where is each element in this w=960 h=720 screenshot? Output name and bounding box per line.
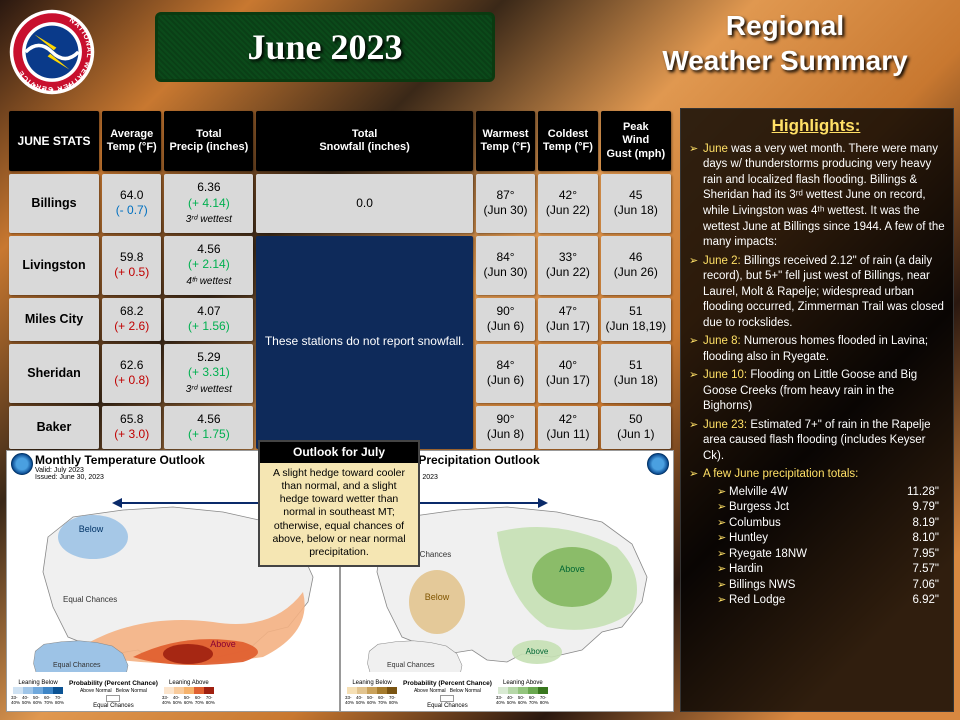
wind-cell: 51(Jun 18) [601, 344, 671, 403]
col-header: AverageTemp (°F) [102, 111, 161, 171]
precip-total-item: Red Lodge6.92" [705, 593, 945, 609]
arrow-icon [420, 502, 540, 504]
june-stats-table: JUNE STATSAverageTemp (°F)TotalPrecip (i… [6, 108, 674, 452]
city-name: Baker [9, 406, 99, 449]
precip-total-item: Huntley8.10" [705, 531, 945, 547]
cold-cell: 40°(Jun 17) [538, 344, 597, 403]
wind-cell: 50(Jun 1) [601, 406, 671, 449]
warm-cell: 84°(Jun 6) [476, 344, 535, 403]
city-name: Miles City [9, 298, 99, 341]
table-corner: JUNE STATS [9, 111, 99, 171]
highlights-panel: Highlights: June was a very wet month. T… [680, 108, 954, 712]
wind-cell: 45(Jun 18) [601, 174, 671, 233]
month-title-banner: June 2023 [155, 12, 495, 82]
cold-cell: 42°(Jun 11) [538, 406, 597, 449]
svg-text:Equal Chances: Equal Chances [387, 662, 435, 669]
precip-cell: 4.56(+ 1.75) [164, 406, 253, 449]
nws-logo: NATIONAL WEATHER SERVICE [8, 8, 96, 96]
svg-text:Equal Chances: Equal Chances [63, 595, 117, 604]
svg-text:Above: Above [210, 639, 236, 649]
svg-text:Above: Above [526, 647, 549, 656]
precip-total-item: Burgess Jct9.79" [705, 500, 945, 516]
city-name: Billings [9, 174, 99, 233]
july-outlook-box: Outlook for July A slight hedge toward c… [258, 440, 420, 567]
highlight-item: June was a very wet month. There were ma… [689, 142, 945, 251]
warm-cell: 90°(Jun 8) [476, 406, 535, 449]
avg-temp-cell: 65.8(+ 3.0) [102, 406, 161, 449]
table-row: Billings64.0(- 0.7)6.36(+ 4.14)3ʳᵈ wette… [9, 174, 671, 233]
col-header: WarmestTemp (°F) [476, 111, 535, 171]
highlight-item: June 23: Estimated 7+" of rain in the Ra… [689, 418, 945, 465]
noaa-icon [647, 453, 669, 475]
col-header: ColdestTemp (°F) [538, 111, 597, 171]
precip-cell: 5.29(+ 3.31)3ʳᵈ wettest [164, 344, 253, 403]
snow-cell: 0.0 [256, 174, 472, 233]
highlights-title: Highlights: [687, 115, 945, 138]
cold-cell: 42°(Jun 22) [538, 174, 597, 233]
svg-text:Above: Above [559, 564, 585, 574]
warm-cell: 87°(Jun 30) [476, 174, 535, 233]
warm-cell: 90°(Jun 6) [476, 298, 535, 341]
city-name: Livingston [9, 236, 99, 295]
snow-merged-note: These stations do not report snowfall. [256, 236, 472, 449]
avg-temp-cell: 68.2(+ 2.6) [102, 298, 161, 341]
warm-cell: 84°(Jun 30) [476, 236, 535, 295]
precip-total-item: Billings NWS7.06" [705, 578, 945, 594]
noaa-icon [11, 453, 33, 475]
arrow-icon [120, 502, 258, 504]
svg-text:Below: Below [425, 592, 450, 602]
precip-cell: 6.36(+ 4.14)3ʳᵈ wettest [164, 174, 253, 233]
precip-cell: 4.07(+ 1.56) [164, 298, 253, 341]
col-header: TotalSnowfall (inches) [256, 111, 472, 171]
wind-cell: 46(Jun 26) [601, 236, 671, 295]
precip-total-item: Melville 4W11.28" [705, 485, 945, 501]
avg-temp-cell: 64.0(- 0.7) [102, 174, 161, 233]
precip-total-item: Columbus8.19" [705, 516, 945, 532]
cold-cell: 33°(Jun 22) [538, 236, 597, 295]
avg-temp-cell: 62.6(+ 0.8) [102, 344, 161, 403]
table-row: Livingston59.8(+ 0.5)4.56(+ 2.14)4ᵗʰ wet… [9, 236, 671, 295]
col-header: PeakWindGust (mph) [601, 111, 671, 171]
cold-cell: 47°(Jun 17) [538, 298, 597, 341]
highlight-item: June 2: Billings received 2.12" of rain … [689, 254, 945, 332]
outlook-header: Outlook for July [260, 442, 418, 463]
avg-temp-cell: 59.8(+ 0.5) [102, 236, 161, 295]
highlight-item: June 8: Numerous homes flooded in Lavina… [689, 334, 945, 365]
precip-total-item: Hardin7.57" [705, 562, 945, 578]
svg-text:Below: Below [79, 524, 104, 534]
precip-total-item: Ryegate 18NW7.95" [705, 547, 945, 563]
svg-text:Equal Chances: Equal Chances [53, 662, 101, 669]
col-header: TotalPrecip (inches) [164, 111, 253, 171]
regional-title: RegionalWeather Summary [630, 8, 940, 78]
precip-totals-header: A few June precipitation totals:Melville… [689, 467, 945, 609]
city-name: Sheridan [9, 344, 99, 403]
outlook-text: A slight hedge toward cooler than normal… [266, 467, 412, 559]
wind-cell: 51(Jun 18,19) [601, 298, 671, 341]
precip-cell: 4.56(+ 2.14)4ᵗʰ wettest [164, 236, 253, 295]
month-title: June 2023 [247, 26, 402, 68]
highlight-item: June 10: Flooding on Little Goose and Bi… [689, 368, 945, 415]
